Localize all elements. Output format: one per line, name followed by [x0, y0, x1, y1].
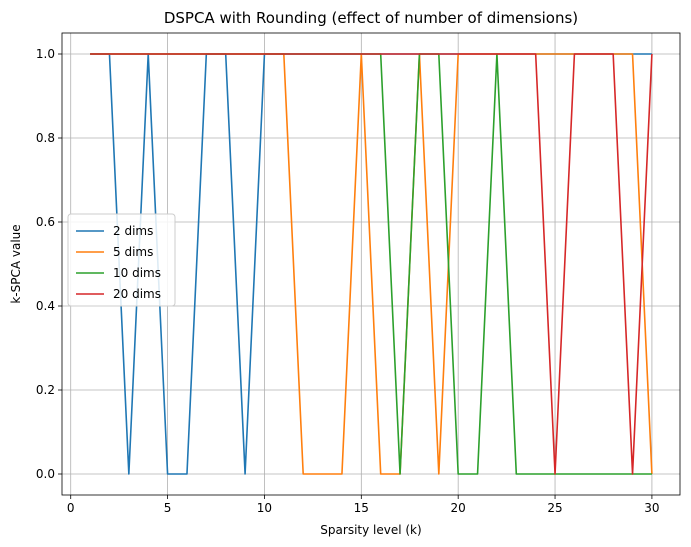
- legend-label-5-dims: 5 dims: [113, 245, 153, 259]
- plot-frame: [61, 32, 681, 496]
- series-line-20-dims: [90, 53, 653, 475]
- legend-label-20-dims: 20 dims: [113, 287, 161, 301]
- x-tick-label: 10: [257, 501, 272, 515]
- axis-ticks: 0 5 10 15 20 25 30 0.0 0.2 0.4 0.6 0.8 1.0: [36, 47, 660, 515]
- chart-title: DSPCA with Rounding (effect of number of…: [164, 9, 578, 27]
- y-tick-label: 1.0: [36, 47, 55, 61]
- y-tick-label: 0.0: [36, 467, 55, 481]
- x-tick-label: 25: [547, 501, 562, 515]
- legend-box: [67, 213, 176, 307]
- x-tick-label: 30: [644, 501, 659, 515]
- legend-label-2-dims: 2 dims: [113, 224, 153, 238]
- x-tick-label: 0: [67, 501, 75, 515]
- y-axis-label: k-SPCA value: [9, 224, 23, 303]
- y-tick-label: 0.6: [36, 215, 55, 229]
- legend-label-10-dims: 10 dims: [113, 266, 161, 280]
- x-tick-label: 15: [354, 501, 369, 515]
- x-tick-label: 20: [451, 501, 466, 515]
- y-tick-label: 0.2: [36, 383, 55, 397]
- y-tick-label: 0.8: [36, 131, 55, 145]
- x-axis-label: Sparsity level (k): [320, 523, 421, 537]
- y-tick-label: 0.4: [36, 299, 55, 313]
- x-tick-label: 5: [164, 501, 172, 515]
- legend: 2 dims 5 dims 10 dims 20 dims: [67, 213, 176, 307]
- series-layer: [90, 53, 653, 475]
